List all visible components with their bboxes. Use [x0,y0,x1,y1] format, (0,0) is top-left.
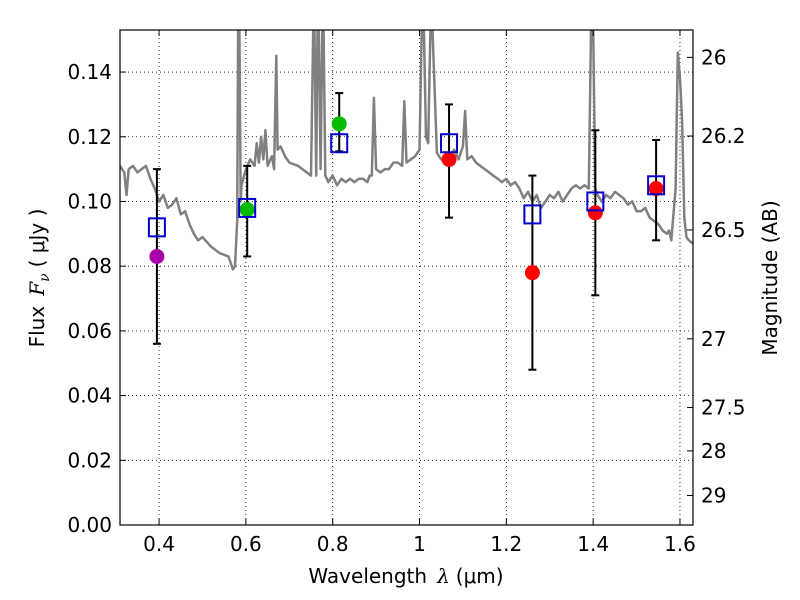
y-tick-label: 0.00 [67,513,112,537]
x-axis-label: Wavelength λ (μm) [308,564,503,588]
plot-frame [119,29,694,526]
model-flux-square [330,133,349,154]
observed-flux-point [331,116,347,132]
y2-tick-label: 28 [701,439,726,463]
model-flux-square [586,191,605,212]
y2-tick-label: 27 [701,327,726,351]
y-tick-label: 0.02 [67,448,112,472]
model-flux-square [523,204,542,225]
y2-tick-label: 27.5 [701,396,746,420]
x-tick-label: 1.4 [577,532,609,556]
y-tick-label: 0.10 [67,189,112,213]
model-flux-square [647,175,666,196]
plot-clipped-group [120,30,693,271]
y-tick-label: 0.06 [67,319,112,343]
y-tick-label: 0.08 [67,254,112,278]
spectrum-line [120,30,693,271]
x-tick-label: 0.6 [230,532,262,556]
x-tick-label: 0.8 [317,532,349,556]
plot-layer [120,30,693,371]
observed-flux-point [648,181,664,197]
y-tick-label: 0.12 [67,125,112,149]
model-flux-square [147,217,166,238]
y-tick-label: 0.14 [67,60,112,84]
model-flux-square [440,133,459,154]
observed-flux-point [239,202,255,218]
y2-tick-label: 26 [701,45,726,69]
grid-layer [120,30,693,526]
x-tick-label: 1.2 [490,532,522,556]
observed-flux-point [524,265,540,281]
y2-tick-label: 29 [701,483,726,507]
model-flux-square [238,197,257,218]
y2-tick-label: 26.2 [701,124,746,148]
observed-flux-point [441,151,457,167]
y-tick-label: 0.04 [67,384,112,408]
x-tick-label: 1.6 [664,532,696,556]
tick-layer: 0.4 0.6 0.8 1 1.2 1.4 1.6 0.00 0.02 0.04 0.06 0.08 0… [67,30,746,556]
x-tick-label: 0.4 [143,532,175,556]
y-axis-label: FluxFν( μJy ) [25,209,53,348]
y2-axis-label: Magnitude (AB) [758,200,782,355]
observed-flux-point [587,205,603,221]
observed-flux-point [149,248,165,264]
x-tick-label: 1 [413,532,426,556]
y2-tick-label: 26.5 [701,218,746,242]
